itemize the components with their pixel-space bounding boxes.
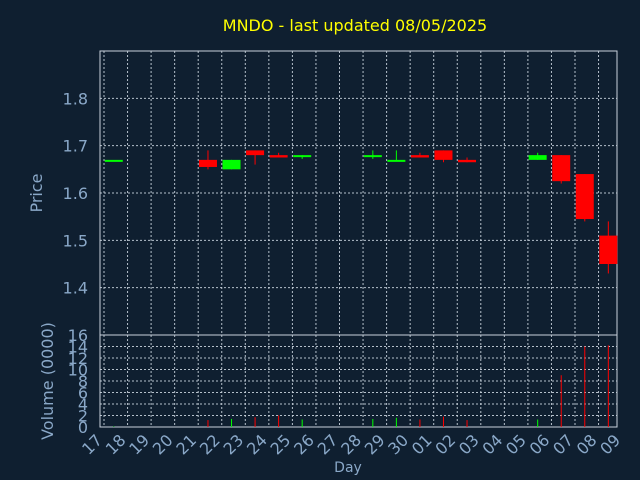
x-tick-label: 09	[596, 431, 624, 459]
candle-body	[434, 150, 453, 160]
candle-body	[246, 150, 265, 156]
volume-axis-label: Volume (0000)	[38, 322, 57, 440]
candle-body	[198, 159, 217, 167]
volume-panel-grid	[100, 335, 617, 427]
candle-body	[293, 155, 312, 158]
price-axis-label: Price	[27, 173, 46, 212]
candle-body	[269, 155, 288, 158]
candle-body	[528, 155, 547, 160]
chart-title: MNDO - last updated 08/05/2025	[223, 16, 487, 35]
candle-body	[363, 155, 382, 158]
volume-panel-frame	[99, 334, 618, 428]
volume-y-tick-label: 10	[68, 361, 88, 380]
volume-y-tick-label: 6	[78, 384, 88, 403]
price-y-tick-label: 1.8	[63, 89, 88, 108]
candles	[104, 150, 618, 274]
volume-y-tick-label: 12	[68, 349, 88, 368]
candle-body	[104, 159, 123, 162]
x-axis-ticks: 1718192021222324252627282930010203040506…	[78, 431, 624, 459]
volume-y-tick-label: 8	[78, 372, 88, 391]
candle-body	[387, 159, 406, 162]
x-axis-label: Day	[334, 460, 362, 476]
candle-body	[552, 155, 571, 182]
price-y-axis-ticks: 1.4 1.5 1.6 1.7 1.8	[63, 89, 88, 297]
candle-body	[410, 155, 429, 158]
volume-y-tick-label: 14	[68, 338, 88, 357]
volume-y-tick-label: 0	[78, 418, 88, 437]
price-y-tick-label: 1.4	[63, 279, 88, 298]
price-y-tick-label: 1.5	[63, 231, 88, 250]
price-y-tick-label: 1.6	[63, 184, 88, 203]
volume-y-tick-label: 4	[78, 395, 88, 414]
candle-body	[222, 159, 241, 170]
volume-y-tick-label: 16	[68, 326, 88, 345]
price-panel-grid	[100, 51, 617, 335]
volume-bars	[113, 345, 609, 427]
candle-body	[458, 159, 477, 163]
candle-body	[575, 174, 594, 220]
price-y-tick-label: 1.7	[63, 137, 88, 156]
volume-y-tick-label: 2	[78, 407, 88, 426]
candle-body	[599, 235, 618, 264]
